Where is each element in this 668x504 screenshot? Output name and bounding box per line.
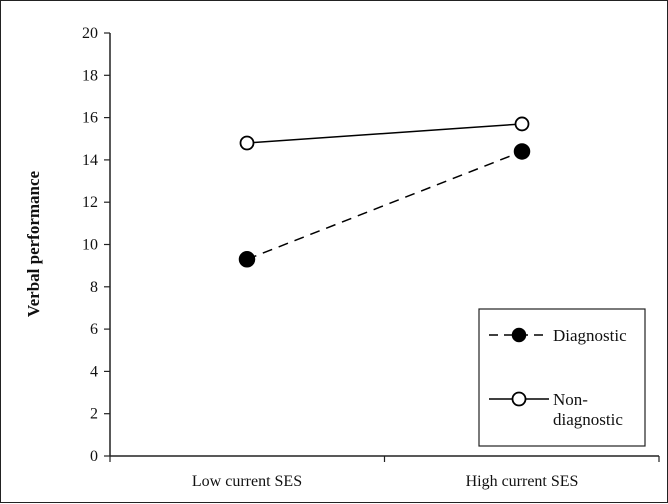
legend-label-nondiagnostic-line2: diagnostic: [553, 410, 623, 429]
data-point-diagnostic-0: [238, 251, 256, 268]
y-tick-label: 0: [90, 448, 98, 465]
series-line-diagnostic: [246, 150, 523, 261]
y-tick-label: 20: [82, 25, 98, 42]
x-tick-label: High current SES: [466, 473, 579, 490]
y-tick-label: 12: [82, 194, 98, 211]
legend-box: [478, 308, 646, 447]
data-point-diagnostic-1: [513, 143, 531, 160]
y-tick-label: 8: [90, 279, 98, 296]
series-line-nondiagnostic: [246, 123, 523, 144]
y-tick-label: 10: [82, 237, 98, 254]
legend-label-diagnostic: Diagnostic: [553, 326, 627, 345]
y-tick-label: 4: [90, 363, 98, 380]
x-ticks: Low current SES High current SES: [109, 456, 660, 490]
y-tick-label: 18: [82, 67, 98, 84]
series: [238, 116, 531, 268]
x-tick-label: Low current SES: [192, 473, 302, 490]
y-tick-label: 6: [90, 321, 98, 338]
y-tick-label: 2: [90, 406, 98, 423]
data-point-nondiagnostic-0: [239, 135, 255, 151]
legend: Diagnostic Non- diagnostic: [478, 308, 646, 447]
legend-label-nondiagnostic-line1: Non-: [553, 390, 588, 409]
y-tick-label: 14: [82, 152, 98, 169]
y-tick-label: 16: [82, 110, 98, 127]
y-ticks: 0 2 4 6 8 10 12 14 16 18 20: [82, 25, 110, 465]
y-axis-title: Verbal performance: [24, 170, 43, 317]
legend-diagnostic-marker: [511, 327, 527, 343]
legend-nondiagnostic-marker: [511, 391, 527, 407]
data-point-nondiagnostic-1: [514, 116, 530, 132]
